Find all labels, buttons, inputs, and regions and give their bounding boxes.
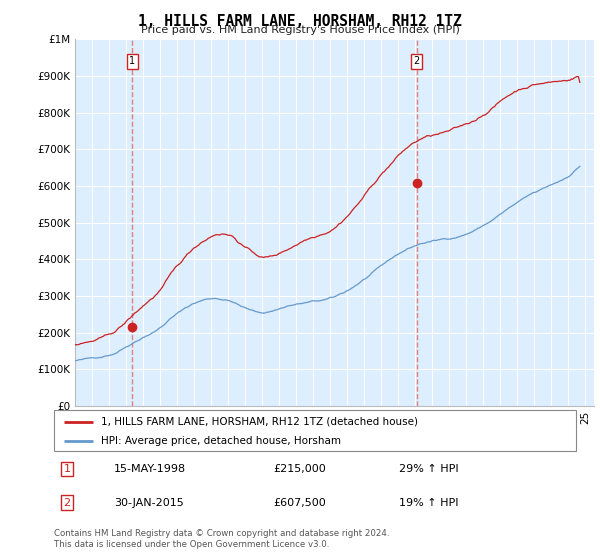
- Text: 1, HILLS FARM LANE, HORSHAM, RH12 1TZ (detached house): 1, HILLS FARM LANE, HORSHAM, RH12 1TZ (d…: [101, 417, 418, 427]
- Text: 1: 1: [64, 464, 71, 474]
- Text: 29% ↑ HPI: 29% ↑ HPI: [398, 464, 458, 474]
- Text: This data is licensed under the Open Government Licence v3.0.: This data is licensed under the Open Gov…: [54, 540, 329, 549]
- Text: 19% ↑ HPI: 19% ↑ HPI: [398, 498, 458, 507]
- Text: Contains HM Land Registry data © Crown copyright and database right 2024.: Contains HM Land Registry data © Crown c…: [54, 529, 389, 538]
- FancyBboxPatch shape: [54, 410, 576, 451]
- Text: Price paid vs. HM Land Registry's House Price Index (HPI): Price paid vs. HM Land Registry's House …: [140, 25, 460, 35]
- Text: 30-JAN-2015: 30-JAN-2015: [114, 498, 184, 507]
- Text: 2: 2: [413, 56, 420, 66]
- Text: 15-MAY-1998: 15-MAY-1998: [114, 464, 186, 474]
- Text: 1: 1: [129, 56, 136, 66]
- Text: HPI: Average price, detached house, Horsham: HPI: Average price, detached house, Hors…: [101, 436, 341, 446]
- Text: 1, HILLS FARM LANE, HORSHAM, RH12 1TZ: 1, HILLS FARM LANE, HORSHAM, RH12 1TZ: [138, 14, 462, 29]
- Text: 2: 2: [64, 498, 71, 507]
- Text: £215,000: £215,000: [273, 464, 326, 474]
- Text: £607,500: £607,500: [273, 498, 326, 507]
